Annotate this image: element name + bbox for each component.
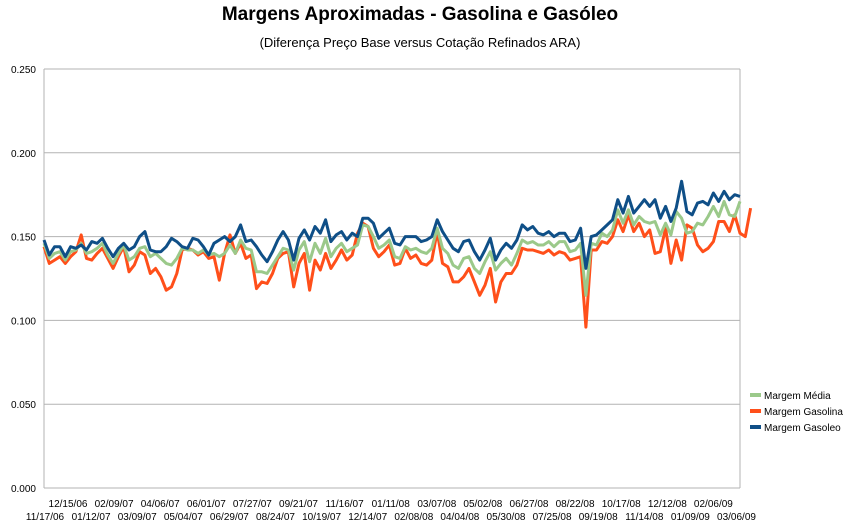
x-tick-label: 07/27/07 [233, 499, 272, 510]
x-tick-label: 08/24/07 [256, 512, 295, 523]
x-tick-label: 09/19/08 [579, 512, 618, 523]
x-axis-ticks: 11/17/06 01/12/07 03/09/07 05/04/07 06/29/07… [26, 499, 756, 523]
x-tick-label: 01/11/08 [372, 499, 411, 510]
chart-title: Margens Aproximadas - Gasolina e Gasóleo [222, 4, 618, 25]
x-tick-label: 11/14/08 [625, 512, 664, 523]
chart-subtitle: (Diferença Preço Base versus Cotação Ref… [260, 35, 581, 50]
y-tick-label: 0.100 [11, 316, 36, 327]
x-tick-label: 12/14/07 [348, 512, 387, 523]
series-line-2 [42, 179, 741, 270]
x-tick-label: 10/19/07 [302, 512, 341, 523]
x-tick-label: 06/27/08 [510, 499, 549, 510]
legend-swatch [750, 425, 761, 429]
x-tick-label: 05/30/08 [487, 512, 526, 523]
x-tick-label: 03/06/09 [717, 512, 756, 523]
x-tick-label: 03/09/07 [118, 512, 157, 523]
x-tick-label: 02/06/09 [694, 499, 733, 510]
legend-swatch [750, 409, 761, 413]
x-tick-label: 12/12/08 [648, 499, 687, 510]
series-line-1 [42, 207, 753, 329]
legend-label: Margem Gasoleo [764, 423, 841, 434]
x-tick-label: 10/17/08 [602, 499, 641, 510]
x-tick-label: 03/07/08 [417, 499, 456, 510]
x-tick-label: 01/12/07 [72, 512, 111, 523]
x-tick-label: 05/04/07 [164, 512, 203, 523]
x-tick-label: 07/25/08 [533, 512, 572, 523]
x-tick-label: 06/01/07 [187, 499, 226, 510]
x-tick-label: 11/17/06 [26, 512, 65, 523]
x-tick-label: 08/22/08 [556, 499, 595, 510]
x-tick-label: 02/08/08 [394, 512, 433, 523]
y-tick-label: 0.000 [11, 484, 36, 495]
y-tick-label: 0.250 [11, 65, 36, 76]
x-tick-label: 01/09/09 [671, 512, 710, 523]
legend: Margem Média Margem Gasolina Margem Gasole… [750, 391, 843, 434]
x-tick-label: 09/21/07 [279, 499, 318, 510]
legend-label: Margem Média [764, 391, 831, 402]
y-axis-ticks: 0.000 0.050 0.100 0.150 0.200 0.250 [11, 65, 36, 495]
gridlines [43, 68, 741, 489]
x-tick-label: 04/06/07 [141, 499, 180, 510]
series-lines [42, 179, 753, 329]
x-tick-label: 04/04/08 [440, 512, 479, 523]
x-tick-label: 06/29/07 [210, 512, 249, 523]
x-tick-label: 12/15/06 [49, 499, 88, 510]
x-tick-label: 11/16/07 [326, 499, 365, 510]
y-tick-label: 0.050 [11, 400, 36, 411]
x-tick-label: 02/09/07 [95, 499, 134, 510]
series-line-0 [42, 199, 742, 297]
legend-swatch [750, 393, 761, 397]
x-tick-label: 05/02/08 [463, 499, 502, 510]
y-tick-label: 0.150 [11, 233, 36, 244]
legend-label: Margem Gasolina [764, 407, 843, 418]
y-tick-label: 0.200 [11, 149, 36, 160]
